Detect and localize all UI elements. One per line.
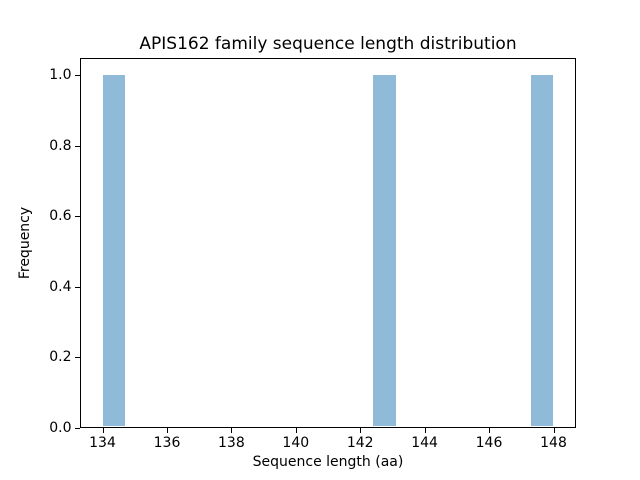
x-tick-label: 140 xyxy=(282,435,310,451)
y-tick-label: 0.0 xyxy=(49,419,72,436)
chart-title: APIS162 family sequence length distribut… xyxy=(139,33,517,54)
y-tick-mark xyxy=(75,427,80,429)
x-tick-mark xyxy=(553,427,555,433)
y-tick-label: 0.4 xyxy=(49,278,72,295)
y-tick-label: 0.2 xyxy=(49,349,72,365)
x-tick-mark xyxy=(424,427,426,433)
y-tick-mark xyxy=(75,145,80,147)
y-tick-mark xyxy=(75,357,80,358)
y-tick-label: 1.0 xyxy=(49,67,72,84)
x-tick-mark xyxy=(295,427,297,433)
x-tick-mark xyxy=(360,427,362,433)
y-tick-label: 0.6 xyxy=(49,208,72,225)
x-tick-label: 136 xyxy=(153,435,181,451)
y-axis-label: Frequency xyxy=(17,206,33,279)
y-tick-mark xyxy=(75,75,80,77)
x-tick-label: 146 xyxy=(475,435,503,451)
x-tick-label: 134 xyxy=(89,435,116,451)
x-tick-mark xyxy=(102,427,104,433)
x-tick-label: 148 xyxy=(540,435,567,451)
plot-area xyxy=(80,57,576,428)
x-tick-label: 144 xyxy=(411,435,438,451)
histogram-bar xyxy=(373,75,396,427)
x-tick-mark xyxy=(489,427,490,433)
x-tick-label: 142 xyxy=(346,435,374,451)
x-tick-mark xyxy=(231,427,233,433)
histogram-bar xyxy=(530,75,554,427)
histogram-bar xyxy=(102,75,125,427)
x-tick-mark xyxy=(167,427,168,433)
x-axis-label: Sequence length (aa) xyxy=(252,454,404,470)
y-tick-mark xyxy=(75,286,80,288)
y-tick-label: 0.8 xyxy=(49,137,72,154)
y-tick-mark xyxy=(75,216,80,218)
x-tick-label: 138 xyxy=(218,435,245,451)
